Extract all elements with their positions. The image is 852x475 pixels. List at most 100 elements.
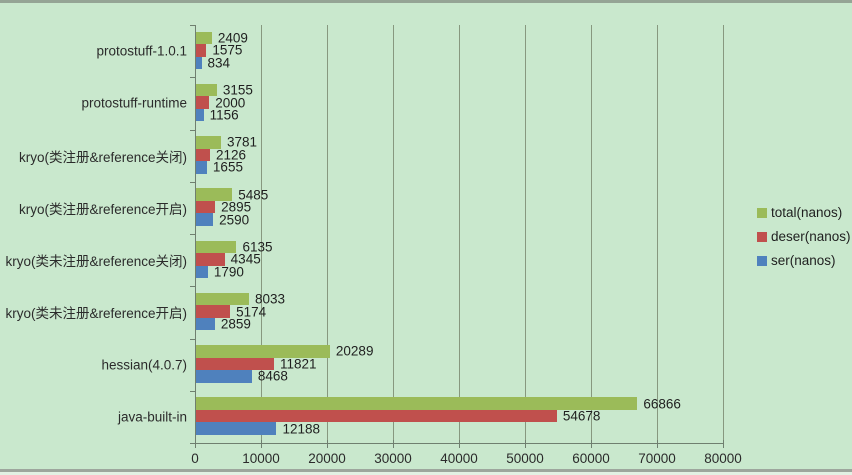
legend-item-ser: ser(nanos) [757,253,851,268]
bar-total [196,240,237,253]
y-axis-tick [190,338,195,340]
value-label: 2126 [216,147,247,163]
top-border [0,0,852,3]
value-label: 12188 [282,421,320,436]
legend-label-total: total(nanos) [771,205,843,220]
value-label: 4345 [230,251,261,267]
bar-ser [196,265,208,278]
x-axis-tick [327,440,328,448]
value-label: 54678 [562,408,601,424]
value-label: 1575 [212,42,243,58]
x-axis-tick [261,440,262,448]
legend: total(nanos) deser(nanos) ser(nanos) [757,205,851,277]
bar-ser [196,108,204,122]
x-axis-tick-label: 50000 [506,451,544,466]
value-label: 2409 [217,30,248,46]
category-label: protostuff-runtime [81,95,187,111]
x-axis-tick-label: 30000 [374,451,412,466]
gridline [525,25,526,443]
bar-ser [196,161,207,174]
value-label: 5485 [238,187,269,202]
legend-label-deser: deser(nanos) [771,229,851,244]
value-label: 8468 [257,368,288,384]
value-label: 1156 [209,107,239,123]
y-axis-tick [190,25,195,26]
y-axis-tick [190,390,195,392]
bar-ser [196,370,252,383]
x-axis-tick-label: 80000 [704,451,742,466]
x-axis-tick-label: 70000 [638,451,676,466]
category-label: hessian(4.0.7) [101,357,187,373]
gridline [657,25,658,443]
value-label: 1790 [213,264,244,280]
x-axis-tick-label: 40000 [440,451,478,466]
x-axis-tick-label: 60000 [572,451,610,466]
x-axis-tick [459,440,460,448]
value-label: 834 [207,55,231,71]
value-label: 3781 [226,134,257,150]
gridline [261,25,262,443]
y-axis-tick [190,286,195,288]
category-label: protostuff-1.0.1 [96,43,187,59]
legend-item-deser: deser(nanos) [757,229,851,244]
value-label: 20289 [335,343,374,359]
bar-deser [196,305,231,318]
value-label: 5174 [236,304,267,319]
bar-total [196,83,217,97]
value-label: 2895 [221,199,252,215]
value-label: 8033 [255,291,286,307]
bar-ser [196,422,277,435]
bar-deser [196,357,275,370]
gridline [393,25,394,443]
gridline [327,25,328,443]
y-axis-tick [190,181,195,183]
gridline [591,25,592,443]
bar-ser [196,213,214,226]
bar-deser [196,253,225,266]
bar-ser [196,56,202,69]
y-axis-tick [190,443,195,444]
value-label: 11821 [280,356,317,372]
bottom-border [0,469,852,472]
category-label: kryo(类未注册&reference开启) [5,306,187,322]
bar-total [196,31,212,44]
value-label: 1655 [212,159,243,175]
x-axis-tick [723,440,724,448]
bar-deser [196,200,216,214]
legend-swatch-ser-icon [757,255,767,266]
y-axis-line [195,25,196,443]
y-axis-tick [190,234,195,235]
x-axis-tick-label: 0 [191,451,199,466]
gridline [723,25,724,443]
y-axis-tick [190,77,195,79]
bottom-strip [0,472,852,475]
value-label: 3155 [222,82,253,98]
x-axis-tick [525,440,526,448]
bar-deser [196,96,210,109]
x-axis-tick-label: 10000 [242,451,280,466]
value-label: 6135 [242,239,273,255]
value-label: 66866 [643,396,681,411]
category-label: kryo(类未注册&reference关闭) [5,254,187,270]
gridline [459,25,460,443]
x-axis-line [190,443,723,444]
legend-swatch-total-icon [757,207,767,218]
value-label: 2859 [220,316,251,332]
bar-total [196,397,638,410]
value-label: 2590 [219,212,250,227]
bar-deser [196,409,557,423]
bar-deser [196,148,211,161]
x-axis-tick [591,440,592,448]
bar-total [196,292,250,306]
x-axis-tick-label: 20000 [308,451,346,466]
x-axis-tick [393,440,394,448]
value-label: 2000 [215,95,246,110]
bar-total [196,345,330,358]
bar-deser [196,44,207,57]
bar-total [196,136,221,149]
category-label: java-built-in [117,409,187,425]
legend-label-ser: ser(nanos) [771,253,836,268]
y-axis-tick [190,129,195,131]
